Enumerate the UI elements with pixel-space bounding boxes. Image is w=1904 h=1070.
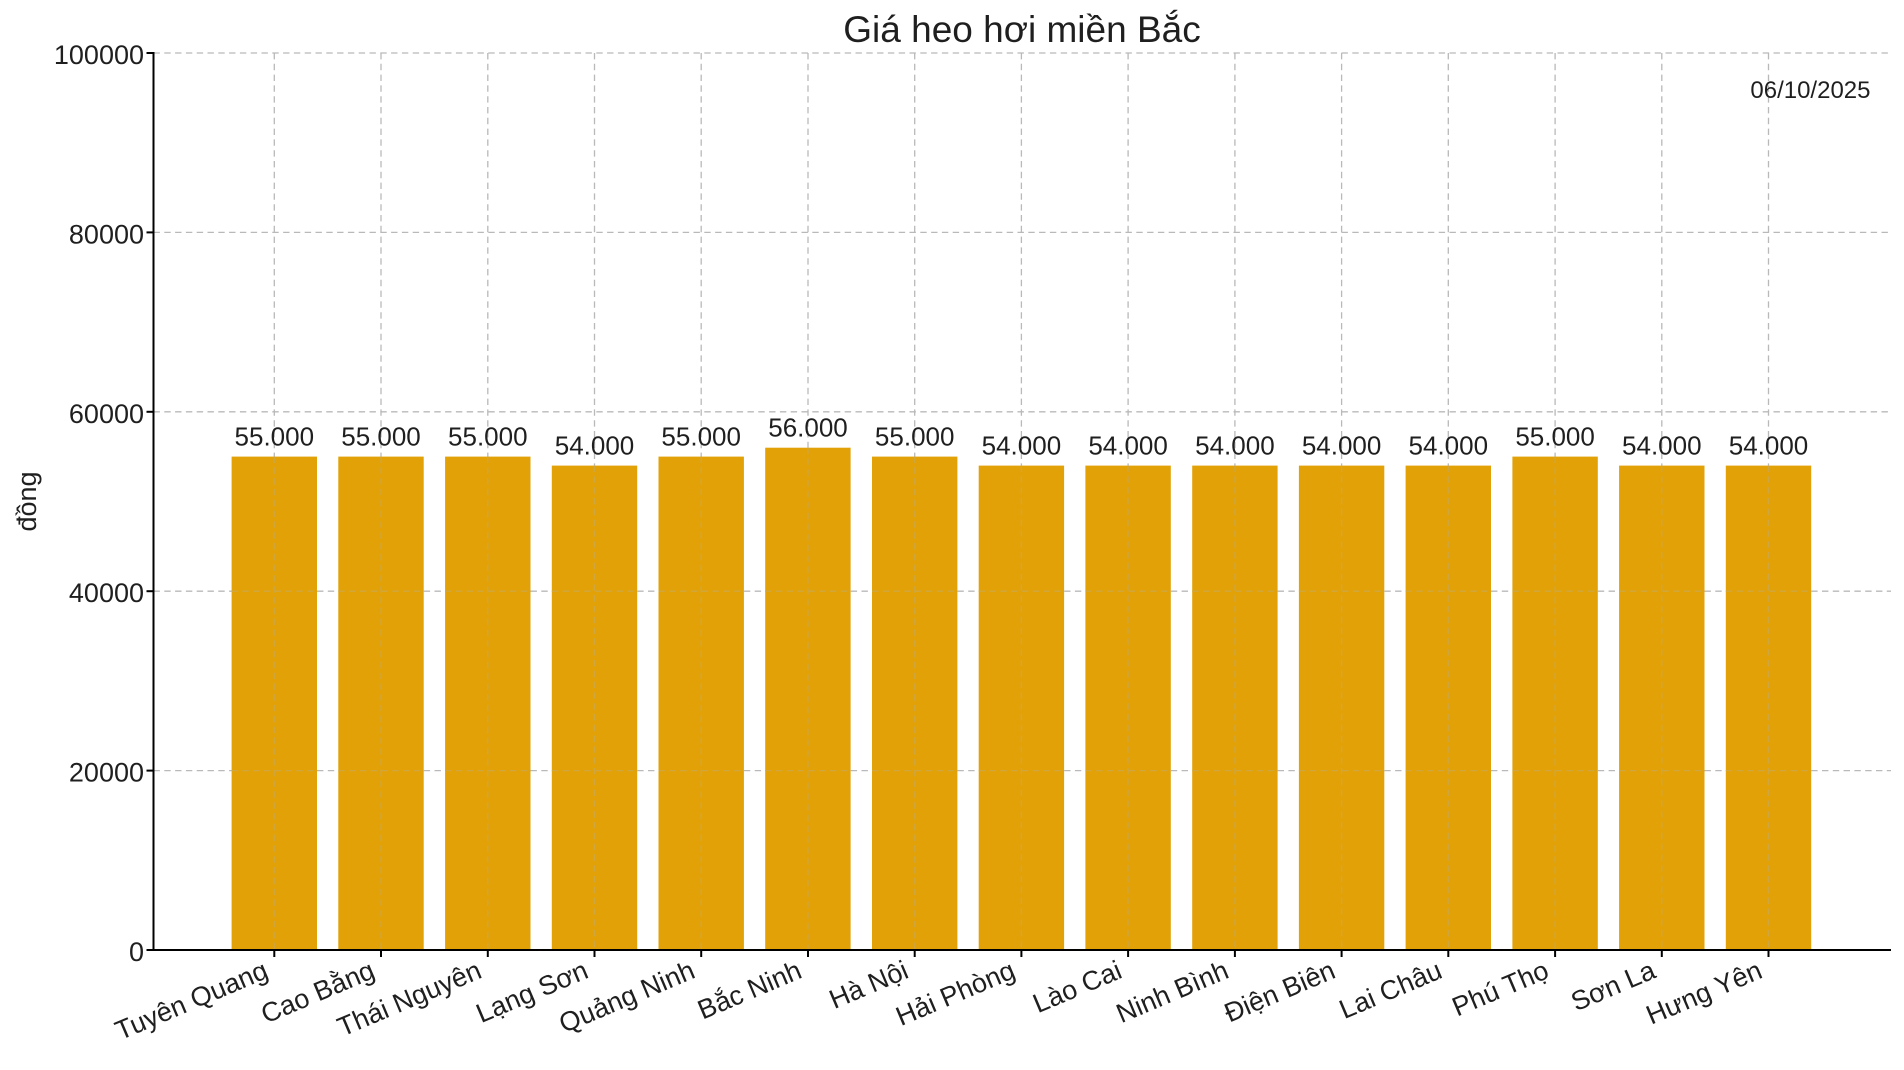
svg-text:54.000: 54.000 — [982, 431, 1062, 461]
svg-text:56.000: 56.000 — [768, 413, 848, 443]
svg-text:54.000: 54.000 — [1088, 431, 1168, 461]
svg-text:40000: 40000 — [69, 578, 144, 608]
svg-text:55.000: 55.000 — [1515, 422, 1595, 452]
svg-text:0: 0 — [129, 937, 144, 967]
svg-text:06/10/2025: 06/10/2025 — [1750, 77, 1870, 104]
svg-text:20000: 20000 — [69, 758, 144, 788]
svg-text:60000: 60000 — [69, 399, 144, 429]
svg-text:54.000: 54.000 — [1729, 431, 1809, 461]
svg-text:đồng: đồng — [12, 471, 42, 531]
svg-text:100000: 100000 — [54, 40, 144, 70]
svg-text:54.000: 54.000 — [1409, 431, 1489, 461]
svg-text:54.000: 54.000 — [1622, 431, 1702, 461]
svg-text:Giá heo hơi miền Bắc: Giá heo hơi miền Bắc — [843, 9, 1200, 50]
svg-text:80000: 80000 — [69, 219, 144, 249]
svg-text:55.000: 55.000 — [875, 422, 955, 452]
svg-text:55.000: 55.000 — [448, 422, 528, 452]
svg-text:55.000: 55.000 — [235, 422, 315, 452]
svg-text:54.000: 54.000 — [555, 431, 635, 461]
svg-text:54.000: 54.000 — [1302, 431, 1382, 461]
svg-text:55.000: 55.000 — [341, 422, 421, 452]
svg-text:55.000: 55.000 — [661, 422, 741, 452]
svg-text:54.000: 54.000 — [1195, 431, 1275, 461]
